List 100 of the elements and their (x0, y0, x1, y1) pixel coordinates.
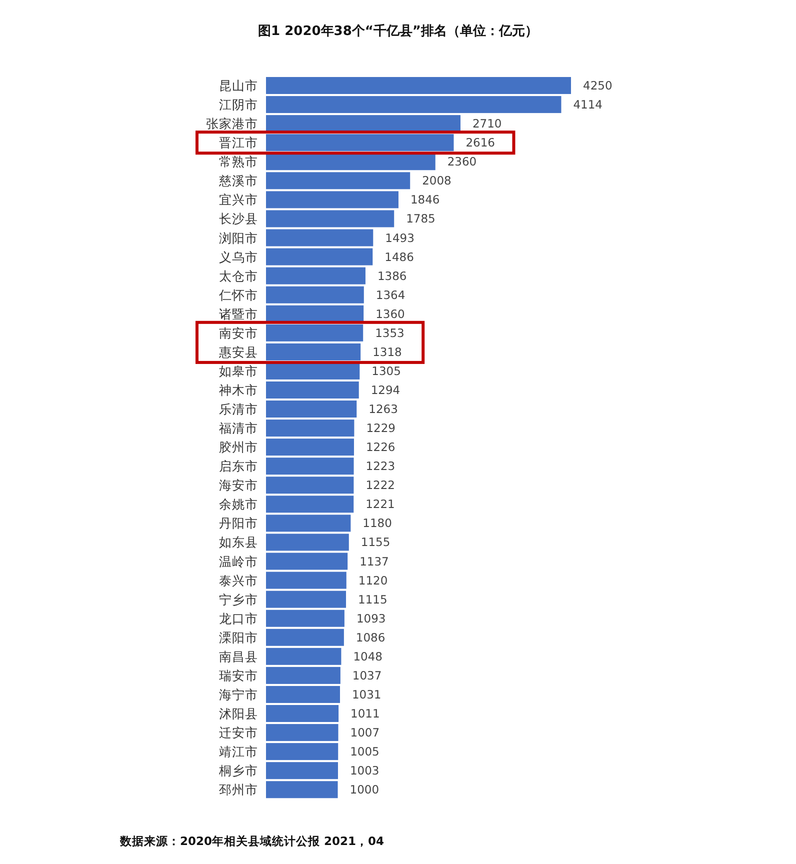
y-tick-label: 南安市 (219, 325, 258, 340)
bar (266, 134, 454, 152)
y-tick-label: 乐清市 (219, 402, 258, 417)
y-tick-label: 惠安县 (218, 344, 258, 360)
source-note: 数据来源：2020年相关县域统计公报 2021，04 (119, 834, 384, 848)
data-label: 1222 (366, 478, 395, 492)
bar (266, 267, 366, 284)
bar (266, 514, 351, 532)
bar (266, 458, 354, 475)
y-tick-label: 诸暨市 (219, 306, 258, 322)
data-label: 4250 (583, 78, 612, 93)
bar (266, 286, 364, 304)
data-label: 1093 (356, 611, 386, 626)
bar (266, 781, 338, 798)
y-tick-label: 余姚市 (219, 496, 258, 512)
bar (266, 666, 340, 684)
bar (266, 96, 562, 114)
data-label: 1493 (385, 230, 414, 245)
bar (266, 648, 342, 665)
y-tick-label: 瑞安市 (219, 668, 258, 683)
bar (266, 438, 354, 456)
bar (266, 686, 340, 703)
data-label: 1007 (350, 726, 380, 740)
y-tick-label: 宁乡市 (219, 592, 258, 607)
y-tick-label: 桐乡市 (218, 763, 258, 778)
data-label: 1386 (377, 268, 407, 283)
y-tick-label: 海宁市 (219, 686, 258, 702)
y-tick-label: 神木市 (219, 382, 258, 398)
y-tick-label: 丹阳市 (219, 516, 258, 531)
bar (266, 248, 373, 266)
y-tick-label: 迁安市 (219, 725, 258, 740)
y-tick-label: 南昌县 (219, 648, 258, 664)
bar (266, 77, 571, 94)
bar (266, 590, 346, 608)
data-label: 1360 (376, 306, 405, 321)
data-label: 1221 (366, 497, 395, 512)
y-tick-label: 胶州市 (219, 440, 258, 455)
bar (266, 343, 361, 360)
data-label: 1137 (360, 554, 389, 568)
y-tick-label: 昆山市 (219, 78, 258, 94)
data-label: 1115 (358, 592, 388, 606)
y-tick-label: 龙口市 (219, 610, 258, 626)
y-tick-label: 温岭市 (219, 554, 258, 569)
y-tick-label: 长沙县 (219, 211, 258, 226)
data-label: 1155 (360, 535, 390, 550)
y-tick-label: 太仓市 (219, 268, 258, 284)
bar (266, 572, 346, 589)
y-tick-label: 启东市 (219, 458, 258, 474)
bar (266, 420, 354, 437)
bar (266, 705, 339, 722)
bar (266, 610, 344, 627)
y-tick-label: 慈溪市 (218, 173, 258, 188)
data-label: 1263 (368, 402, 398, 416)
bar (266, 362, 360, 380)
data-label: 1037 (352, 668, 382, 682)
bar (266, 324, 364, 342)
bar (266, 400, 357, 418)
bar (266, 210, 394, 228)
y-tick-label: 如东县 (219, 534, 258, 550)
y-tick-label: 海安市 (219, 478, 258, 493)
y-tick-label: 张家港市 (206, 116, 258, 132)
y-tick-label: 仁怀市 (218, 287, 258, 302)
bar (266, 552, 348, 570)
data-label: 1364 (376, 288, 406, 302)
y-tick-label: 溧阳市 (219, 630, 258, 645)
chart-title: 图1 2020年38个“千亿县”排名（单位：亿元） (258, 23, 538, 39)
y-tick-label: 晋江市 (219, 135, 258, 150)
bar (266, 476, 354, 494)
bar (266, 496, 354, 513)
data-label: 1086 (356, 630, 386, 644)
data-label: 1003 (350, 764, 380, 778)
y-tick-label: 沭阳县 (219, 706, 258, 722)
bar (266, 381, 359, 398)
y-tick-label: 宜兴市 (219, 192, 258, 208)
data-label: 2008 (422, 174, 452, 188)
data-label: 1005 (350, 744, 380, 759)
data-label: 1785 (406, 212, 436, 226)
bar (266, 229, 374, 246)
data-label: 1229 (366, 421, 396, 436)
data-label: 2616 (466, 136, 496, 150)
y-tick-label: 义乌市 (219, 249, 258, 264)
y-tick-label: 如皋市 (219, 363, 258, 378)
data-label: 1305 (372, 364, 401, 378)
y-tick-label: 浏阳市 (219, 230, 258, 246)
data-label: 4114 (573, 98, 603, 112)
bar (266, 762, 338, 780)
bar (266, 743, 338, 760)
data-label: 2360 (447, 154, 477, 169)
data-label: 1294 (370, 382, 400, 397)
bar (266, 115, 460, 132)
bar (266, 172, 410, 190)
y-tick-label: 邳州市 (219, 782, 258, 798)
bar (266, 153, 436, 170)
bar (266, 191, 398, 208)
data-label: 1048 (353, 649, 382, 664)
bar (266, 724, 338, 742)
data-label: 1223 (366, 459, 396, 474)
y-tick-label: 江阴市 (219, 97, 258, 112)
bar (266, 534, 349, 551)
data-label: 1318 (372, 344, 402, 359)
